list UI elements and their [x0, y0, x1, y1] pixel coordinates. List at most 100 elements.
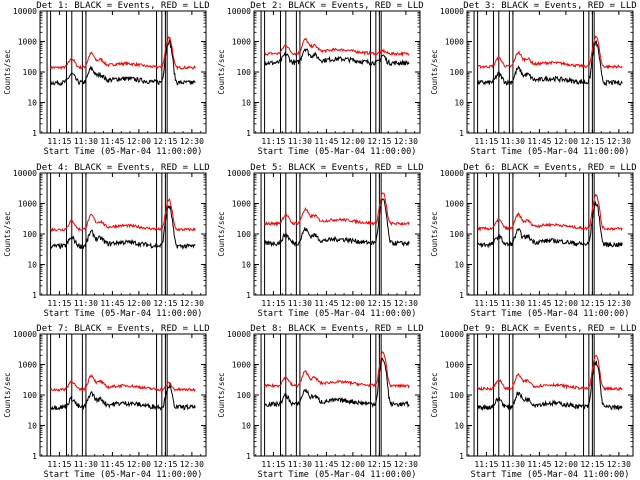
x-axis-label: Start Time (05-Mar-04 11:00:00) — [471, 309, 630, 319]
plot-frame — [466, 10, 634, 134]
x-tick-label: 12:00 — [341, 137, 365, 146]
y-tick-label: 10 — [27, 422, 37, 431]
lld-series-line — [477, 35, 623, 70]
x-tick-label: 11:15 — [47, 137, 71, 146]
x-tick-label: 11:45 — [314, 299, 338, 308]
events-series-line — [264, 198, 410, 248]
y-tick-label: 1 — [459, 452, 464, 461]
x-tick-label: 11:15 — [474, 137, 498, 146]
x-tick-label: 11:45 — [527, 137, 551, 146]
plot-frame — [253, 333, 421, 457]
x-tick-label: 11:30 — [74, 299, 98, 308]
y-tick-label: 1000 — [445, 38, 464, 47]
y-axis-label: Counts/sec — [3, 49, 12, 94]
x-tick-label: 12:30 — [394, 460, 418, 469]
x-tick-label: 12:30 — [607, 299, 631, 308]
y-tick-label: 100 — [23, 68, 38, 77]
y-axis-label: Counts/sec — [430, 49, 439, 94]
x-axis-label: Start Time (05-Mar-04 11:00:00) — [471, 147, 630, 157]
y-axis-label: Counts/sec — [217, 372, 226, 417]
panel-title: Det 9: BLACK = Events, RED = LLD — [463, 324, 636, 334]
x-axis-label: Start Time (05-Mar-04 11:00:00) — [44, 147, 203, 157]
x-tick-label: 12:30 — [607, 460, 631, 469]
x-tick-label: 12:30 — [394, 137, 418, 146]
x-tick-label: 11:30 — [288, 299, 312, 308]
x-tick-label: 11:45 — [527, 460, 551, 469]
events-series-line — [264, 48, 410, 67]
x-tick-label: 12:00 — [341, 460, 365, 469]
y-tick-label: 10 — [454, 99, 464, 108]
panel-title: Det 4: BLACK = Events, RED = LLD — [36, 163, 209, 173]
y-tick-label: 10 — [454, 422, 464, 431]
y-axis-label: Counts/sec — [217, 211, 226, 256]
lld-series-line — [50, 35, 196, 71]
y-tick-label: 10 — [454, 261, 464, 270]
x-tick-label: 12:30 — [180, 137, 204, 146]
x-tick-label: 12:00 — [127, 137, 151, 146]
x-tick-label: 11:15 — [47, 460, 71, 469]
x-tick-label: 12:30 — [394, 299, 418, 308]
panel-det-4: Det 4: BLACK = Events, RED = LLD 1 10 100 10… — [3, 163, 210, 319]
y-tick-label: 100 — [237, 391, 252, 400]
plot-frame — [253, 10, 421, 134]
y-axis-label: Counts/sec — [430, 211, 439, 256]
x-tick-label: 11:15 — [261, 460, 285, 469]
y-tick-label: 1 — [246, 452, 251, 461]
y-tick-label: 1000 — [232, 38, 251, 47]
x-tick-label: 12:30 — [607, 137, 631, 146]
lld-series-line — [264, 351, 410, 389]
plot-frame — [253, 172, 421, 296]
x-tick-label: 11:15 — [261, 137, 285, 146]
x-tick-label: 11:30 — [74, 460, 98, 469]
y-axis-label: Counts/sec — [430, 372, 439, 417]
x-tick-label: 11:30 — [501, 137, 525, 146]
panel-det-6: Det 6: BLACK = Events, RED = LLD 1 10 100 10… — [430, 163, 637, 319]
y-tick-label: 100 — [237, 230, 252, 239]
lld-series-line — [50, 374, 196, 392]
y-tick-label: 10 — [27, 261, 37, 270]
x-tick-label: 11:30 — [74, 137, 98, 146]
x-axis-label: Start Time (05-Mar-04 11:00:00) — [471, 470, 630, 480]
x-tick-label: 12:15 — [580, 137, 604, 146]
x-tick-label: 12:00 — [554, 299, 578, 308]
y-tick-label: 1 — [32, 452, 37, 461]
x-tick-label: 11:15 — [47, 299, 71, 308]
panel-det-1: Det 1: BLACK = Events, RED = LLD 1 10 100 10… — [3, 1, 210, 157]
plot-frame — [39, 10, 207, 134]
panel-det-3: Det 3: BLACK = Events, RED = LLD 1 10 100 10… — [430, 1, 637, 157]
x-tick-label: 12:00 — [127, 460, 151, 469]
lld-series-line — [477, 354, 623, 392]
panel-det-8: Det 8: BLACK = Events, RED = LLD 1 10 100 10… — [217, 324, 424, 480]
x-tick-label: 12:15 — [367, 137, 391, 146]
x-tick-label: 12:00 — [554, 460, 578, 469]
y-tick-label: 10000 — [227, 7, 251, 16]
plot-frame — [466, 333, 634, 457]
x-axis-label: Start Time (05-Mar-04 11:00:00) — [258, 147, 417, 157]
x-tick-label: 12:15 — [153, 460, 177, 469]
events-series-line — [50, 382, 196, 411]
x-tick-label: 11:15 — [474, 299, 498, 308]
y-tick-label: 1 — [459, 291, 464, 300]
x-tick-label: 11:30 — [288, 137, 312, 146]
plot-frame — [39, 172, 207, 296]
y-tick-label: 100 — [450, 68, 465, 77]
x-tick-label: 12:15 — [153, 299, 177, 308]
x-tick-label: 12:15 — [153, 137, 177, 146]
x-tick-label: 11:30 — [501, 460, 525, 469]
y-tick-label: 10000 — [440, 169, 464, 178]
x-tick-label: 11:45 — [527, 299, 551, 308]
y-tick-label: 1 — [459, 129, 464, 138]
x-tick-label: 12:30 — [180, 460, 204, 469]
x-tick-label: 11:15 — [474, 460, 498, 469]
x-axis-label: Start Time (05-Mar-04 11:00:00) — [258, 470, 417, 480]
y-tick-label: 10 — [27, 99, 37, 108]
x-tick-label: 12:00 — [554, 137, 578, 146]
panel-title: Det 7: BLACK = Events, RED = LLD — [36, 324, 209, 334]
y-tick-label: 1 — [32, 129, 37, 138]
x-tick-label: 12:15 — [367, 299, 391, 308]
y-tick-label: 10000 — [13, 330, 37, 339]
events-series-line — [50, 38, 196, 86]
y-tick-label: 10 — [241, 99, 251, 108]
y-tick-label: 100 — [237, 68, 252, 77]
